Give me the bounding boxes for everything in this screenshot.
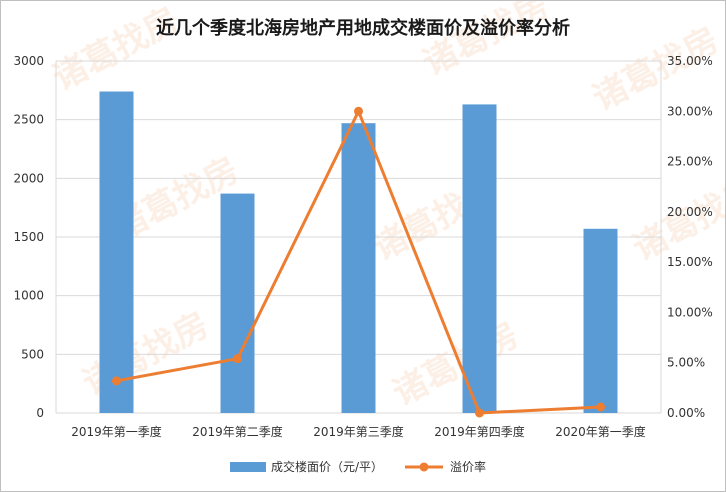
right-tick-label: 35.00%: [667, 54, 713, 68]
x-tick-label: 2019年第一季度: [71, 424, 162, 439]
watermark-text: 诸葛找房: [626, 170, 725, 269]
bar: [341, 123, 376, 413]
legend-bar-label: 成交楼面价（元/平）: [271, 459, 383, 474]
x-tick-label: 2019年第三季度: [313, 424, 404, 439]
bar: [583, 228, 618, 413]
right-tick-label: 15.00%: [667, 255, 713, 269]
line-point: [354, 106, 363, 116]
left-tick-label: 1500: [13, 230, 44, 244]
watermark-text: 诸葛找房: [386, 315, 525, 414]
watermark-text: 诸葛找房: [46, 1, 185, 99]
bar: [462, 104, 497, 413]
left-tick-label: 3000: [13, 54, 44, 68]
right-tick-label: 5.00%: [667, 356, 705, 370]
bar: [99, 91, 134, 414]
left-tick-label: 2000: [13, 171, 44, 185]
chart-title: 近几个季度北海房地产用地成交楼面价及溢价率分析: [156, 17, 570, 39]
line-point: [596, 402, 605, 412]
line-point: [475, 408, 484, 418]
left-tick-label: 0: [36, 406, 44, 420]
x-axis-ticks: 2019年第一季度 2019年第二季度 2019年第三季度 2019年第四季度 2020…: [71, 424, 646, 439]
line-series: [112, 106, 605, 418]
left-axis-ticks: 0 500 1000 1500 2000 2500 3000: [13, 54, 44, 420]
legend: 成交楼面价（元/平） 溢价率: [230, 459, 486, 474]
legend-bar-swatch: [230, 462, 266, 472]
bar-series: [99, 91, 618, 414]
legend-line-marker: [419, 462, 429, 472]
right-tick-label: 25.00%: [667, 155, 713, 169]
legend-line-label: 溢价率: [450, 459, 486, 474]
left-tick-label: 2500: [13, 113, 44, 127]
right-tick-label: 20.00%: [667, 205, 713, 219]
x-tick-label: 2019年第四季度: [434, 424, 525, 439]
right-tick-label: 10.00%: [667, 305, 713, 319]
left-tick-label: 500: [21, 347, 44, 361]
line-point: [112, 376, 121, 386]
line-point: [233, 354, 242, 364]
right-tick-label: 30.00%: [667, 104, 713, 118]
right-tick-label: 0.00%: [667, 406, 705, 420]
right-axis-ticks: 0.00% 5.00% 10.00% 15.00% 20.00% 25.00% 30.00%…: [667, 54, 713, 420]
x-tick-label: 2020年第一季度: [555, 424, 646, 439]
x-tick-label: 2019年第二季度: [192, 424, 283, 439]
bar: [220, 193, 255, 413]
watermark-text: 诸葛找房: [416, 1, 555, 84]
left-tick-label: 1000: [13, 289, 44, 303]
